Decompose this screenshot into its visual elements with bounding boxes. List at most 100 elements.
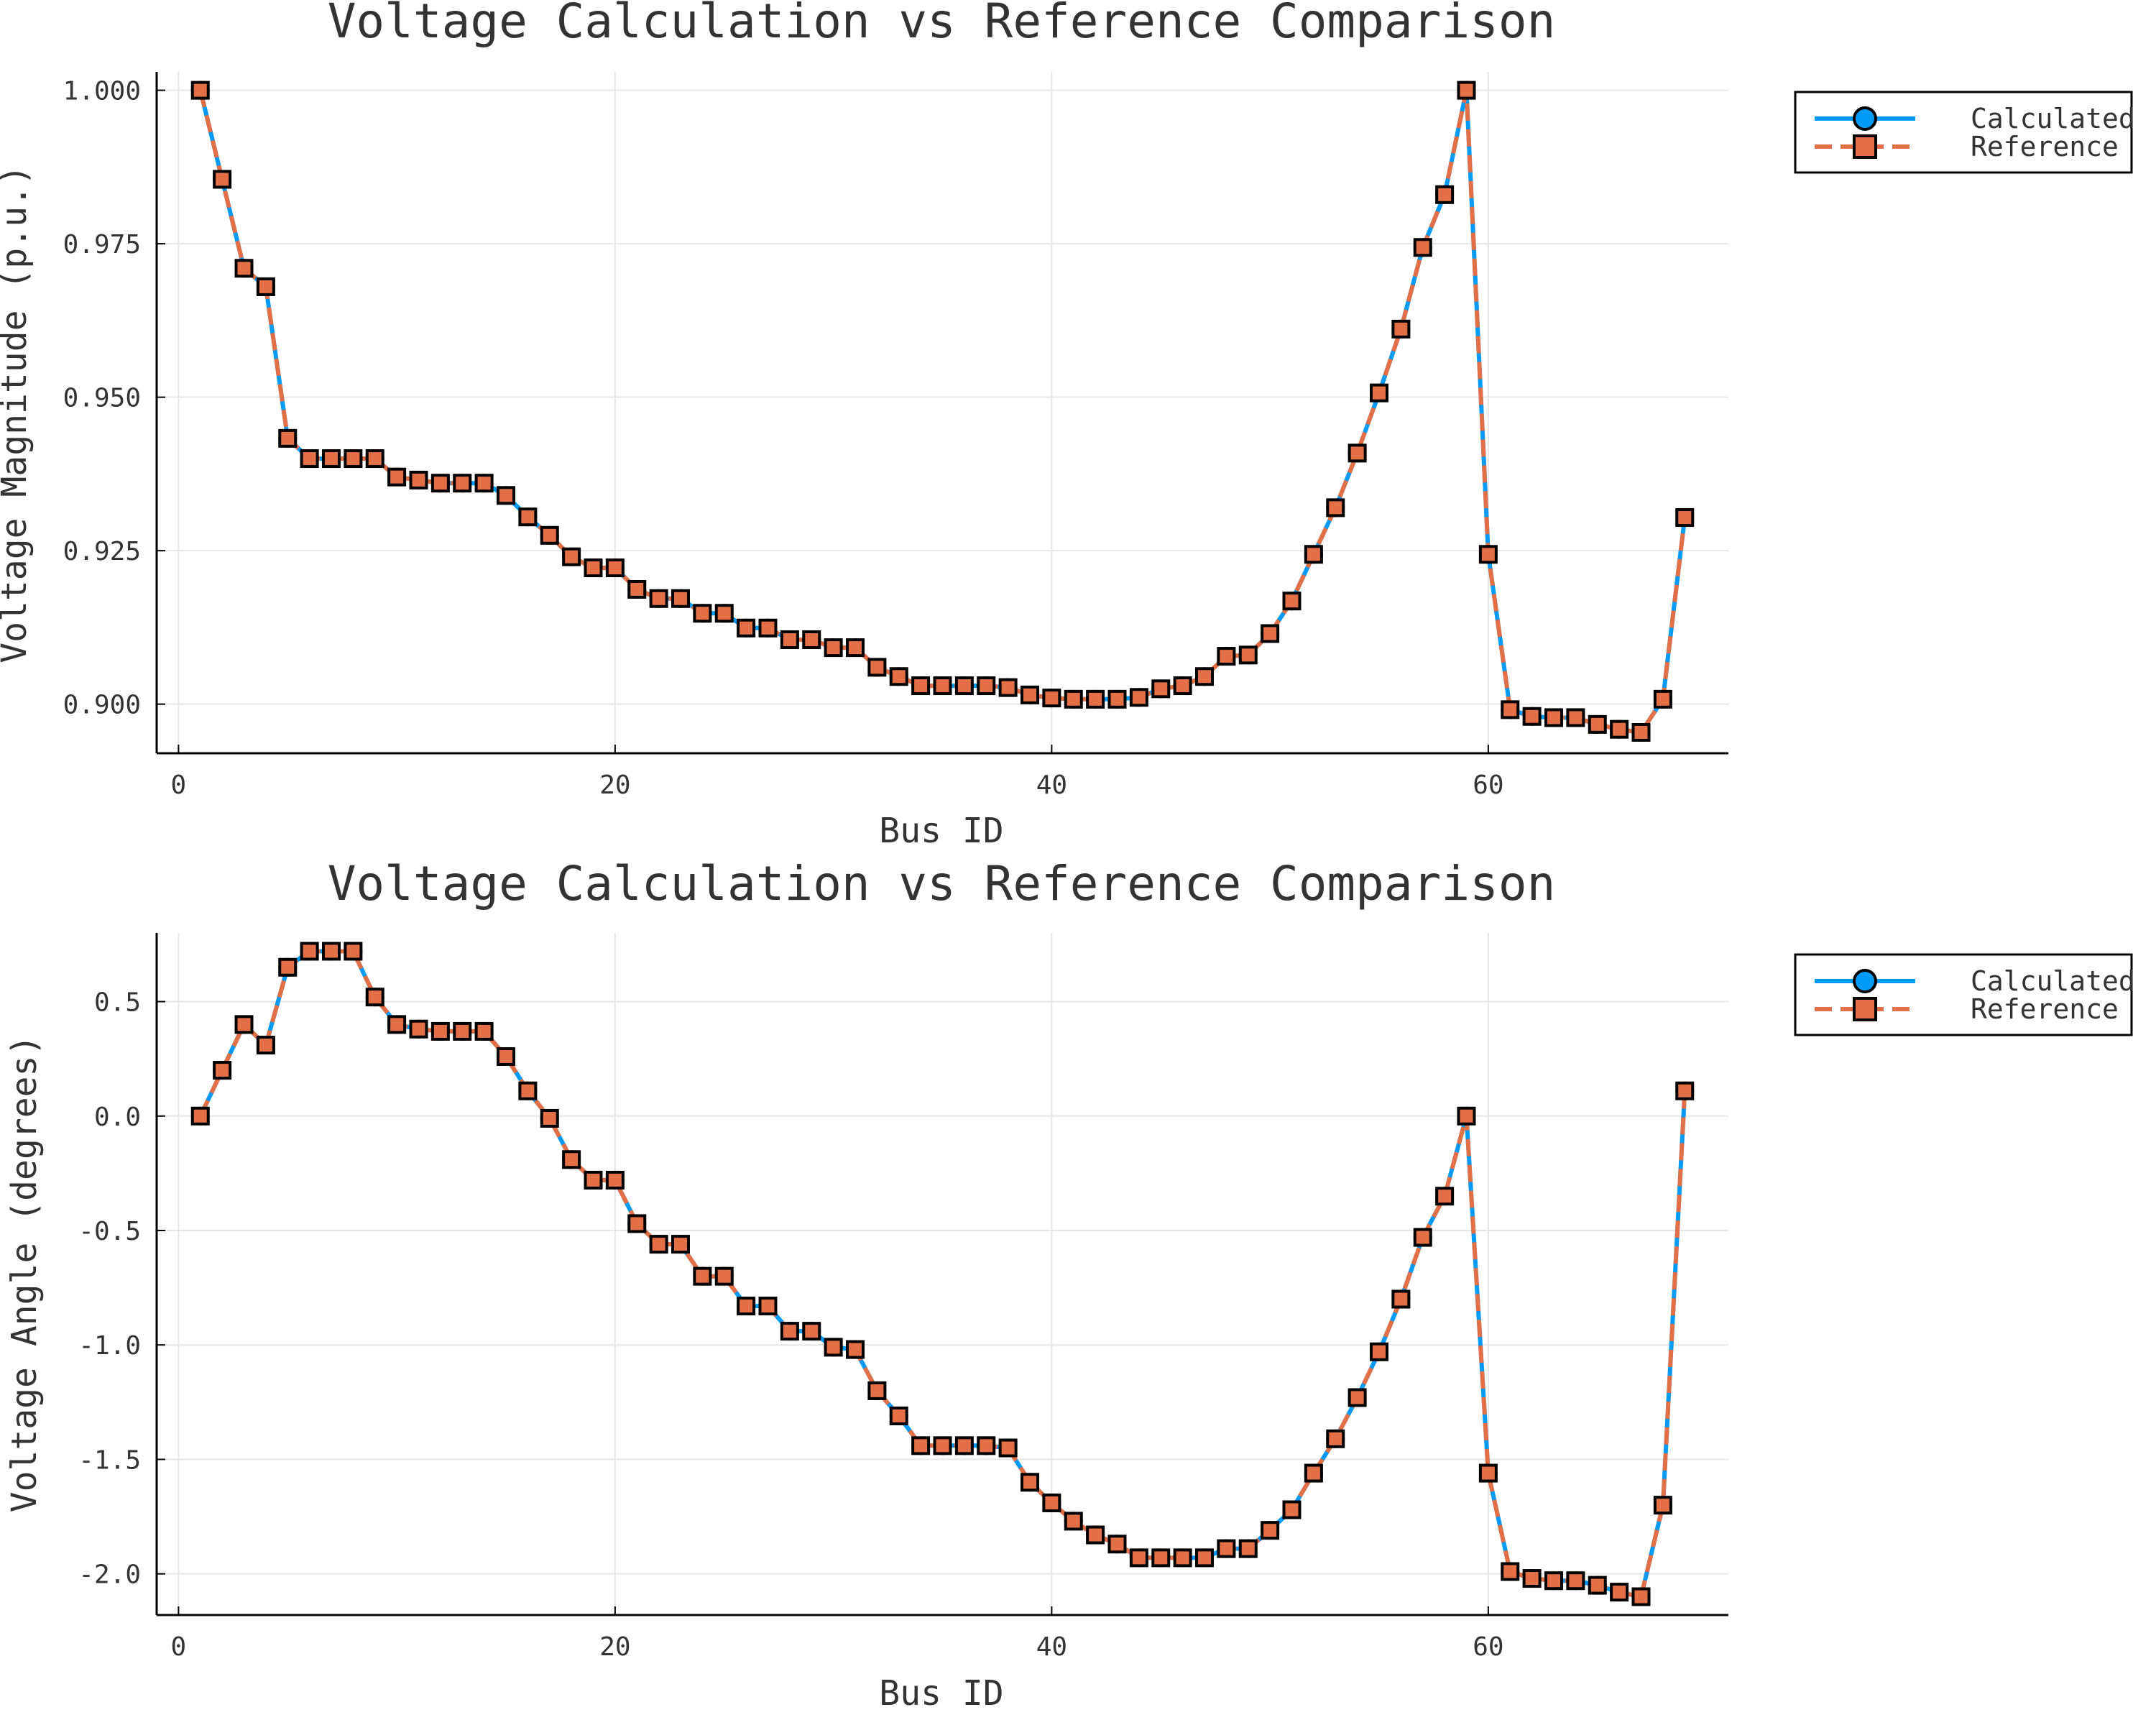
angle-reference-point bbox=[1238, 1539, 1258, 1558]
magnitude-legend: Calculated Reference bbox=[1794, 91, 2135, 174]
magnitude-reference-point bbox=[802, 630, 821, 649]
magnitude-reference-point bbox=[954, 676, 974, 696]
magnitude-chart: Voltage Calculation vs Reference Compari… bbox=[0, 0, 2135, 851]
angle-reference-point bbox=[1631, 1587, 1651, 1606]
angle-reference-point bbox=[1086, 1525, 1105, 1545]
angle-reference-point bbox=[780, 1322, 799, 1341]
magnitude-reference-point bbox=[1370, 383, 1388, 402]
magnitude-x-tick-label: 60 bbox=[1473, 770, 1503, 800]
angle-series-reference-markers bbox=[190, 942, 1695, 1606]
angle-reference-point bbox=[430, 1021, 450, 1041]
angle-reference-point bbox=[605, 1170, 625, 1190]
magnitude-reference-point bbox=[933, 676, 952, 696]
angle-reference-point bbox=[278, 957, 298, 977]
magnitude-y-tick-label: 1.000 bbox=[63, 77, 141, 106]
magnitude-reference-point bbox=[234, 259, 254, 278]
angle-reference-point bbox=[693, 1266, 712, 1286]
magnitude-reference-point bbox=[1501, 700, 1520, 719]
magnitude-reference-point bbox=[824, 638, 843, 658]
magnitude-legend-reference-marker bbox=[1853, 134, 1877, 159]
angle-legend-box bbox=[1794, 953, 2133, 1036]
magnitude-y-ticks: 0.900 0.925 0.950 0.975 1.000 bbox=[63, 77, 165, 720]
magnitude-reference-point bbox=[693, 604, 712, 623]
magnitude-reference-point bbox=[1348, 443, 1367, 463]
magnitude-reference-point bbox=[671, 589, 690, 608]
magnitude-reference-point bbox=[497, 486, 515, 505]
magnitude-reference-point bbox=[1282, 592, 1302, 611]
angle-reference-point bbox=[322, 942, 341, 961]
angle-x-ticks: 0 20 40 60 bbox=[171, 1606, 1504, 1662]
angle-y-tick-label: -2.0 bbox=[78, 1560, 141, 1590]
angle-reference-point bbox=[1457, 1106, 1476, 1126]
magnitude-reference-point bbox=[1129, 688, 1148, 707]
angle-reference-point bbox=[256, 1036, 275, 1055]
angle-x-tick-label: 0 bbox=[171, 1632, 187, 1662]
magnitude-reference-point bbox=[1151, 679, 1171, 699]
angle-reference-point bbox=[1522, 1569, 1542, 1588]
angle-legend-calculated-label: Calculated bbox=[1971, 965, 2135, 997]
magnitude-reference-point bbox=[562, 547, 581, 566]
angle-reference-point bbox=[1370, 1342, 1388, 1361]
magnitude-reference-point bbox=[387, 467, 407, 487]
angle-reference-point bbox=[1107, 1535, 1127, 1554]
magnitude-reference-point bbox=[1457, 80, 1476, 100]
angle-reference-point bbox=[344, 942, 363, 961]
magnitude-reference-point bbox=[1391, 319, 1411, 339]
magnitude-reference-point bbox=[344, 449, 363, 469]
magnitude-series-reference-markers bbox=[190, 80, 1695, 742]
angle-reference-point bbox=[758, 1297, 778, 1316]
angle-y-tick-label: -1.5 bbox=[78, 1445, 141, 1475]
angle-reference-point bbox=[954, 1436, 974, 1455]
magnitude-reference-point bbox=[1173, 676, 1192, 696]
magnitude-reference-point bbox=[322, 449, 341, 469]
angle-reference-point bbox=[1391, 1289, 1411, 1309]
angle-legend-calculated-marker bbox=[1853, 969, 1877, 993]
magnitude-reference-point bbox=[889, 667, 908, 686]
magnitude-reference-point bbox=[627, 579, 647, 599]
magnitude-reference-point bbox=[998, 678, 1018, 697]
magnitude-reference-point bbox=[1021, 685, 1039, 704]
magnitude-reference-point bbox=[758, 618, 778, 638]
magnitude-reference-point bbox=[213, 170, 232, 189]
angle-reference-point bbox=[977, 1436, 996, 1455]
magnitude-reference-point bbox=[1610, 719, 1629, 739]
magnitude-reference-point bbox=[409, 470, 428, 489]
angle-x-tick-label: 40 bbox=[1036, 1632, 1067, 1662]
angle-reference-point bbox=[562, 1150, 581, 1169]
angle-reference-point bbox=[1435, 1187, 1455, 1206]
magnitude-x-ticks: 0 20 40 60 bbox=[171, 745, 1504, 800]
angle-reference-point bbox=[846, 1340, 865, 1359]
magnitude-y-tick-label: 0.900 bbox=[63, 691, 141, 720]
magnitude-reference-point bbox=[1675, 508, 1695, 528]
magnitude-reference-point bbox=[1238, 645, 1258, 665]
angle-reference-point bbox=[911, 1436, 931, 1455]
magnitude-reference-point bbox=[540, 525, 559, 545]
angle-reference-point bbox=[671, 1235, 690, 1254]
angle-reference-point bbox=[234, 1015, 254, 1034]
magnitude-reference-point bbox=[649, 589, 668, 608]
magnitude-reference-point bbox=[518, 507, 538, 527]
magnitude-reference-point bbox=[1086, 689, 1105, 709]
angle-reference-point bbox=[1501, 1562, 1520, 1581]
angle-y-tick-label: 0.0 bbox=[94, 1103, 141, 1132]
angle-reference-point bbox=[998, 1438, 1018, 1458]
angle-reference-point bbox=[1064, 1512, 1083, 1531]
angle-reference-point bbox=[1348, 1388, 1367, 1407]
magnitude-reference-point bbox=[1064, 689, 1083, 709]
angle-reference-point bbox=[300, 942, 319, 961]
magnitude-reference-point bbox=[1042, 689, 1061, 708]
angle-reference-point bbox=[1544, 1571, 1563, 1591]
magnitude-legend-box bbox=[1794, 91, 2133, 174]
angle-series bbox=[190, 942, 1695, 1606]
angle-chart-title: Voltage Calculation vs Reference Compari… bbox=[328, 856, 1556, 911]
angle-y-tick-label: 0.5 bbox=[94, 988, 141, 1018]
angle-reference-point bbox=[1304, 1463, 1323, 1483]
angle-reference-point bbox=[714, 1266, 734, 1286]
angle-reference-point bbox=[497, 1046, 515, 1066]
magnitude-x-axis-label: Bus ID bbox=[879, 811, 1003, 851]
angle-reference-point bbox=[824, 1338, 843, 1357]
angle-reference-point bbox=[1675, 1081, 1695, 1100]
angle-chart: Voltage Calculation vs Reference Compari… bbox=[4, 856, 2135, 1714]
magnitude-reference-point bbox=[1653, 689, 1672, 709]
angle-reference-point bbox=[802, 1322, 821, 1341]
